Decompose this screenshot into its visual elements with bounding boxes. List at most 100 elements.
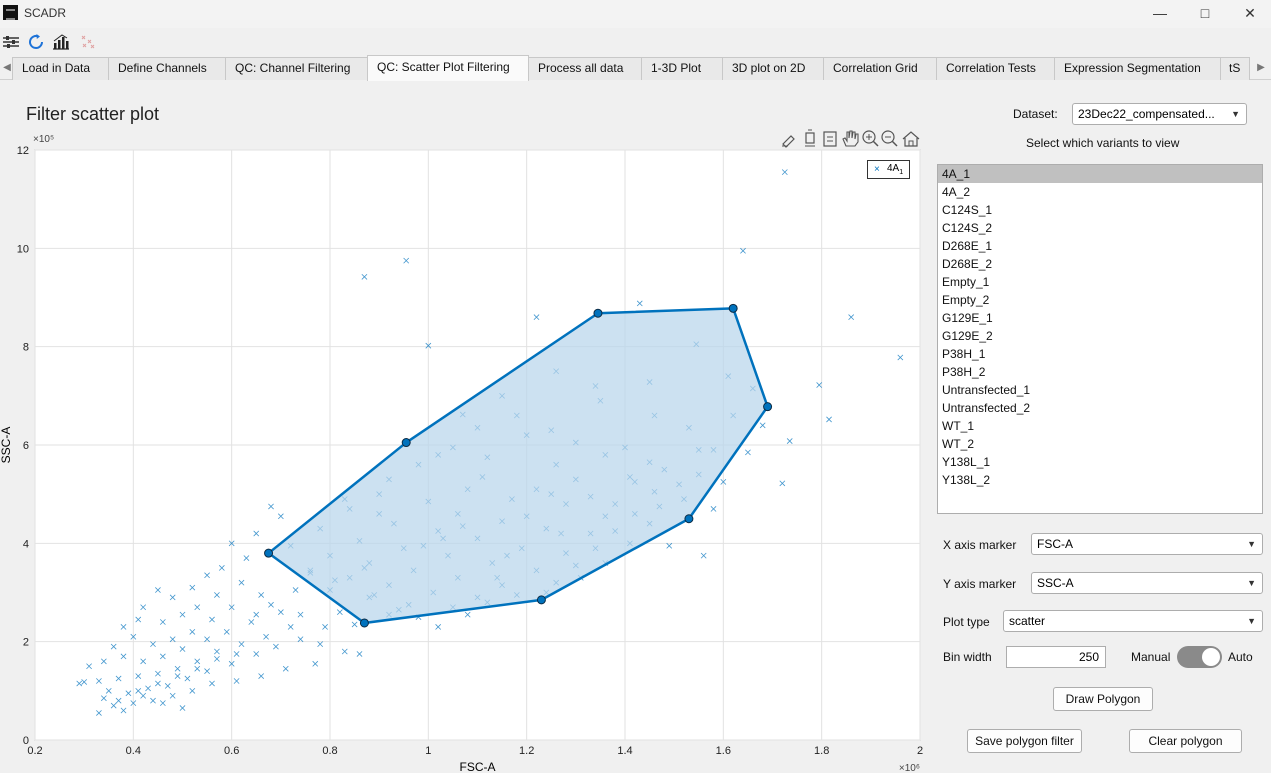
variant-list-item[interactable]: WT_1 — [942, 419, 975, 433]
minimize-icon[interactable]: — — [1153, 5, 1167, 21]
plot-title: Filter scatter plot — [26, 104, 160, 124]
polygon-vertex-handle[interactable] — [728, 303, 738, 313]
variant-list-item[interactable]: 4A_2 — [942, 185, 971, 199]
tab-scatter-plot-filtering[interactable]: QC: Scatter Plot Filtering — [367, 55, 529, 81]
scatter-point — [666, 542, 673, 549]
dataset-dropdown[interactable]: 23Dec22_compensated... ▼ — [1072, 103, 1247, 125]
tab-correlation-tests[interactable]: Correlation Tests — [936, 57, 1055, 80]
chevron-down-icon: ▼ — [1231, 109, 1240, 119]
tab-3d-plot-on-2d[interactable]: 3D plot on 2D — [722, 57, 824, 80]
polygon-vertex-handle[interactable] — [536, 595, 546, 605]
variant-list-item[interactable]: Y138L_2 — [942, 473, 991, 487]
pan-hand-icon[interactable] — [842, 130, 859, 147]
tab-channel-filtering[interactable]: QC: Channel Filtering — [225, 57, 368, 80]
variant-list-item[interactable]: C124S_2 — [942, 221, 993, 235]
scatter-point — [145, 685, 151, 692]
x-marker-dropdown[interactable]: FSC-A ▼ — [1031, 533, 1263, 555]
variant-list-item[interactable]: Empty_1 — [942, 275, 990, 289]
legend-icon[interactable] — [823, 131, 837, 147]
scatter-point — [130, 700, 137, 707]
scatter-point — [140, 604, 147, 611]
scatter-point — [464, 611, 471, 618]
scatter-point — [341, 648, 348, 655]
save-polygon-filter-button[interactable]: Save polygon filter — [967, 729, 1082, 753]
zoom-in-icon[interactable] — [862, 130, 879, 147]
plot-type-dropdown[interactable]: scatter ▼ — [1003, 610, 1263, 632]
scatter-point — [238, 579, 245, 586]
plot-legend[interactable]: × 4A1 — [867, 160, 910, 179]
brush-icon[interactable] — [782, 135, 795, 148]
bar-chart-icon[interactable] — [52, 33, 70, 51]
polygon-vertex-handle[interactable] — [359, 618, 369, 628]
scatter-point — [120, 653, 127, 660]
draw-polygon-button[interactable]: Draw Polygon — [1053, 687, 1153, 711]
x-tick-label: 1.4 — [617, 745, 632, 757]
tab-correlation-grid[interactable]: Correlation Grid — [823, 57, 937, 80]
clear-polygon-button[interactable]: Clear polygon — [1129, 729, 1242, 753]
variant-list-item[interactable]: Untransfected_2 — [942, 401, 1031, 415]
settings-sliders-icon[interactable] — [2, 33, 20, 51]
scatter-point — [189, 628, 196, 635]
scatter-point — [135, 687, 142, 694]
tab-expression-segmentation[interactable]: Expression Segmentation — [1054, 57, 1221, 80]
y-marker-label: Y axis marker — [943, 577, 1017, 591]
variant-list-item[interactable]: P38H_2 — [942, 365, 986, 379]
tab-scroll-left-icon[interactable]: ◀ — [3, 62, 11, 73]
scatter-point — [150, 697, 156, 704]
maximize-icon[interactable]: □ — [1200, 5, 1210, 21]
scatter-point — [164, 683, 171, 689]
tab-overflow[interactable]: tS — [1220, 57, 1250, 80]
scatter-point — [169, 636, 176, 643]
tab-define-channels[interactable]: Define Channels — [108, 57, 226, 80]
dataset-label: Dataset: — [1013, 107, 1058, 121]
scatter-point — [361, 273, 368, 280]
tab-label: Correlation Grid — [833, 61, 918, 75]
home-icon[interactable] — [902, 131, 920, 147]
tab-1-3d-plot[interactable]: 1-3D Plot — [641, 57, 723, 80]
close-icon[interactable]: ✕ — [1244, 5, 1256, 21]
variants-label: Select which variants to view — [1026, 136, 1180, 150]
variant-list-item[interactable]: D268E_2 — [942, 257, 993, 271]
y-marker-dropdown[interactable]: SSC-A ▼ — [1031, 572, 1263, 594]
x-axis-label: FSC-A — [460, 760, 496, 773]
chevron-down-icon: ▼ — [1247, 578, 1256, 588]
variant-list-item[interactable]: Untransfected_1 — [942, 383, 1031, 397]
tab-process-all-data[interactable]: Process all data — [528, 57, 642, 80]
polygon-vertex-handle[interactable] — [264, 548, 274, 558]
scatter-point — [636, 300, 643, 307]
variant-list-item[interactable]: Y138L_1 — [942, 455, 991, 469]
tab-scroll-right-icon[interactable]: ▶ — [1257, 62, 1265, 73]
data-tip-icon[interactable] — [805, 129, 815, 147]
scatter-point — [179, 646, 186, 652]
scatter-point — [253, 651, 260, 657]
manual-auto-toggle[interactable] — [1177, 646, 1222, 668]
scatter-point — [848, 314, 855, 321]
variant-list-item[interactable]: D268E_1 — [942, 239, 993, 253]
variants-listbox[interactable]: 4A_1 4A_2 C124S_1 C124S_2 D268E_1 D268E_2 Empt… — [937, 164, 1263, 514]
scatter-point — [273, 643, 279, 650]
scatter-point — [425, 342, 432, 349]
variant-list-item[interactable]: Empty_2 — [942, 293, 990, 307]
tab-label: Correlation Tests — [946, 61, 1036, 75]
variant-list-item[interactable]: G129E_1 — [942, 311, 993, 325]
bin-width-input[interactable]: 250 — [1006, 646, 1106, 668]
variant-list-item[interactable]: C124S_1 — [942, 203, 993, 217]
polygon-vertex-handle[interactable] — [684, 514, 694, 524]
variant-list-item[interactable]: P38H_1 — [942, 347, 986, 361]
zoom-out-icon[interactable] — [881, 130, 898, 147]
scatter-plot[interactable]: 0.2 0.4 0.6 0.8 1 1.2 1.4 1.6 1.8 2 0 2 4 6 8 10 12 FSC… — [0, 130, 935, 773]
variant-list-item[interactable]: 4A_1 — [938, 165, 1262, 183]
scatter-point — [150, 641, 156, 648]
variant-list-item[interactable]: G129E_2 — [942, 329, 993, 343]
scatter-point — [169, 692, 176, 699]
legend-marker-icon: × — [874, 164, 880, 175]
scatter-point — [816, 382, 823, 388]
scatter-point — [115, 675, 122, 682]
polygon-vertex-handle[interactable] — [593, 308, 603, 318]
variant-list-item[interactable]: WT_2 — [942, 437, 975, 451]
scatter-icon[interactable] — [79, 33, 97, 51]
tab-load-in-data[interactable]: Load in Data — [12, 57, 109, 80]
refresh-icon[interactable] — [27, 33, 45, 51]
polygon-vertex-handle[interactable] — [401, 438, 411, 448]
polygon-vertex-handle[interactable] — [763, 402, 773, 412]
